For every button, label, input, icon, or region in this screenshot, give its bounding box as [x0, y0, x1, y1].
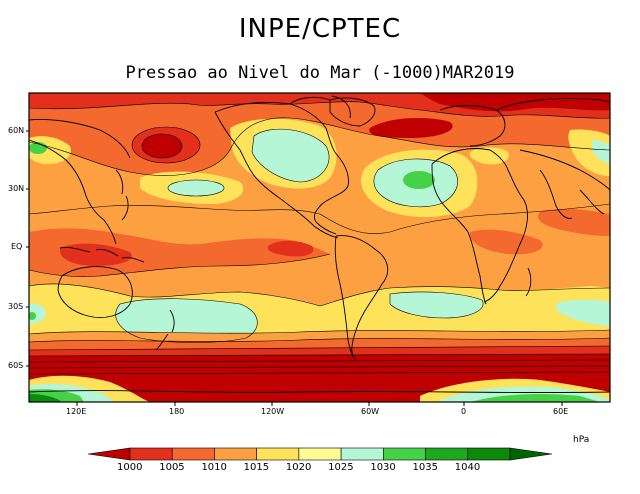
colorbar-level-label: 1015 [243, 462, 270, 473]
colorbar-level-label: 1030 [370, 462, 396, 473]
lat-tick-label: 60S [8, 361, 24, 370]
colorbar-segment [340, 447, 384, 461]
lon-tick-label: 0 [461, 407, 467, 416]
colorbar-level-label: 1025 [328, 462, 354, 473]
lat-tick-label: 30S [8, 302, 24, 311]
colorbar-max-triangle [509, 447, 553, 461]
colorbar-unit: hPa [573, 435, 590, 445]
coastlines [29, 95, 610, 394]
colorbar-level-label: 1040 [454, 462, 481, 473]
isobar-lines [29, 101, 610, 375]
axis-ticks [26, 130, 563, 406]
page-title: INPE/CPTEC [238, 14, 402, 44]
colorbar-segment [214, 447, 257, 461]
lon-tick-label: 120W [261, 407, 285, 416]
colorbar-segment [383, 447, 426, 461]
lon-tick-label: 180 [169, 407, 185, 416]
colorbar [87, 447, 553, 461]
colorbar-segment [129, 447, 173, 461]
lon-tick-label: 60W [361, 407, 380, 416]
colorbar-level-label: 1035 [412, 462, 438, 473]
lat-tick-label: 30N [8, 184, 25, 193]
lat-tick-label: 60N [8, 126, 25, 135]
colorbar-segment [298, 447, 342, 461]
colorbar-segment [171, 447, 215, 461]
colorbar-level-label: 1005 [159, 462, 185, 473]
colorbar-min-triangle [87, 447, 131, 461]
colorbar-level-label: 1020 [285, 462, 312, 473]
map-subtitle: Pressao ao Nivel do Mar (-1000)MAR2019 [125, 63, 515, 83]
colorbar-level-label: 1010 [201, 462, 227, 473]
lat-tick-label: EQ [11, 242, 23, 251]
pressure-field [29, 93, 610, 402]
colorbar-segment [256, 447, 300, 461]
lon-tick-label: 120E [66, 407, 87, 416]
lon-tick-label: 60E [553, 407, 569, 416]
colorbar-level-label: 1000 [117, 462, 143, 473]
colorbar-segment [467, 447, 511, 461]
colorbar-segment [425, 447, 469, 461]
